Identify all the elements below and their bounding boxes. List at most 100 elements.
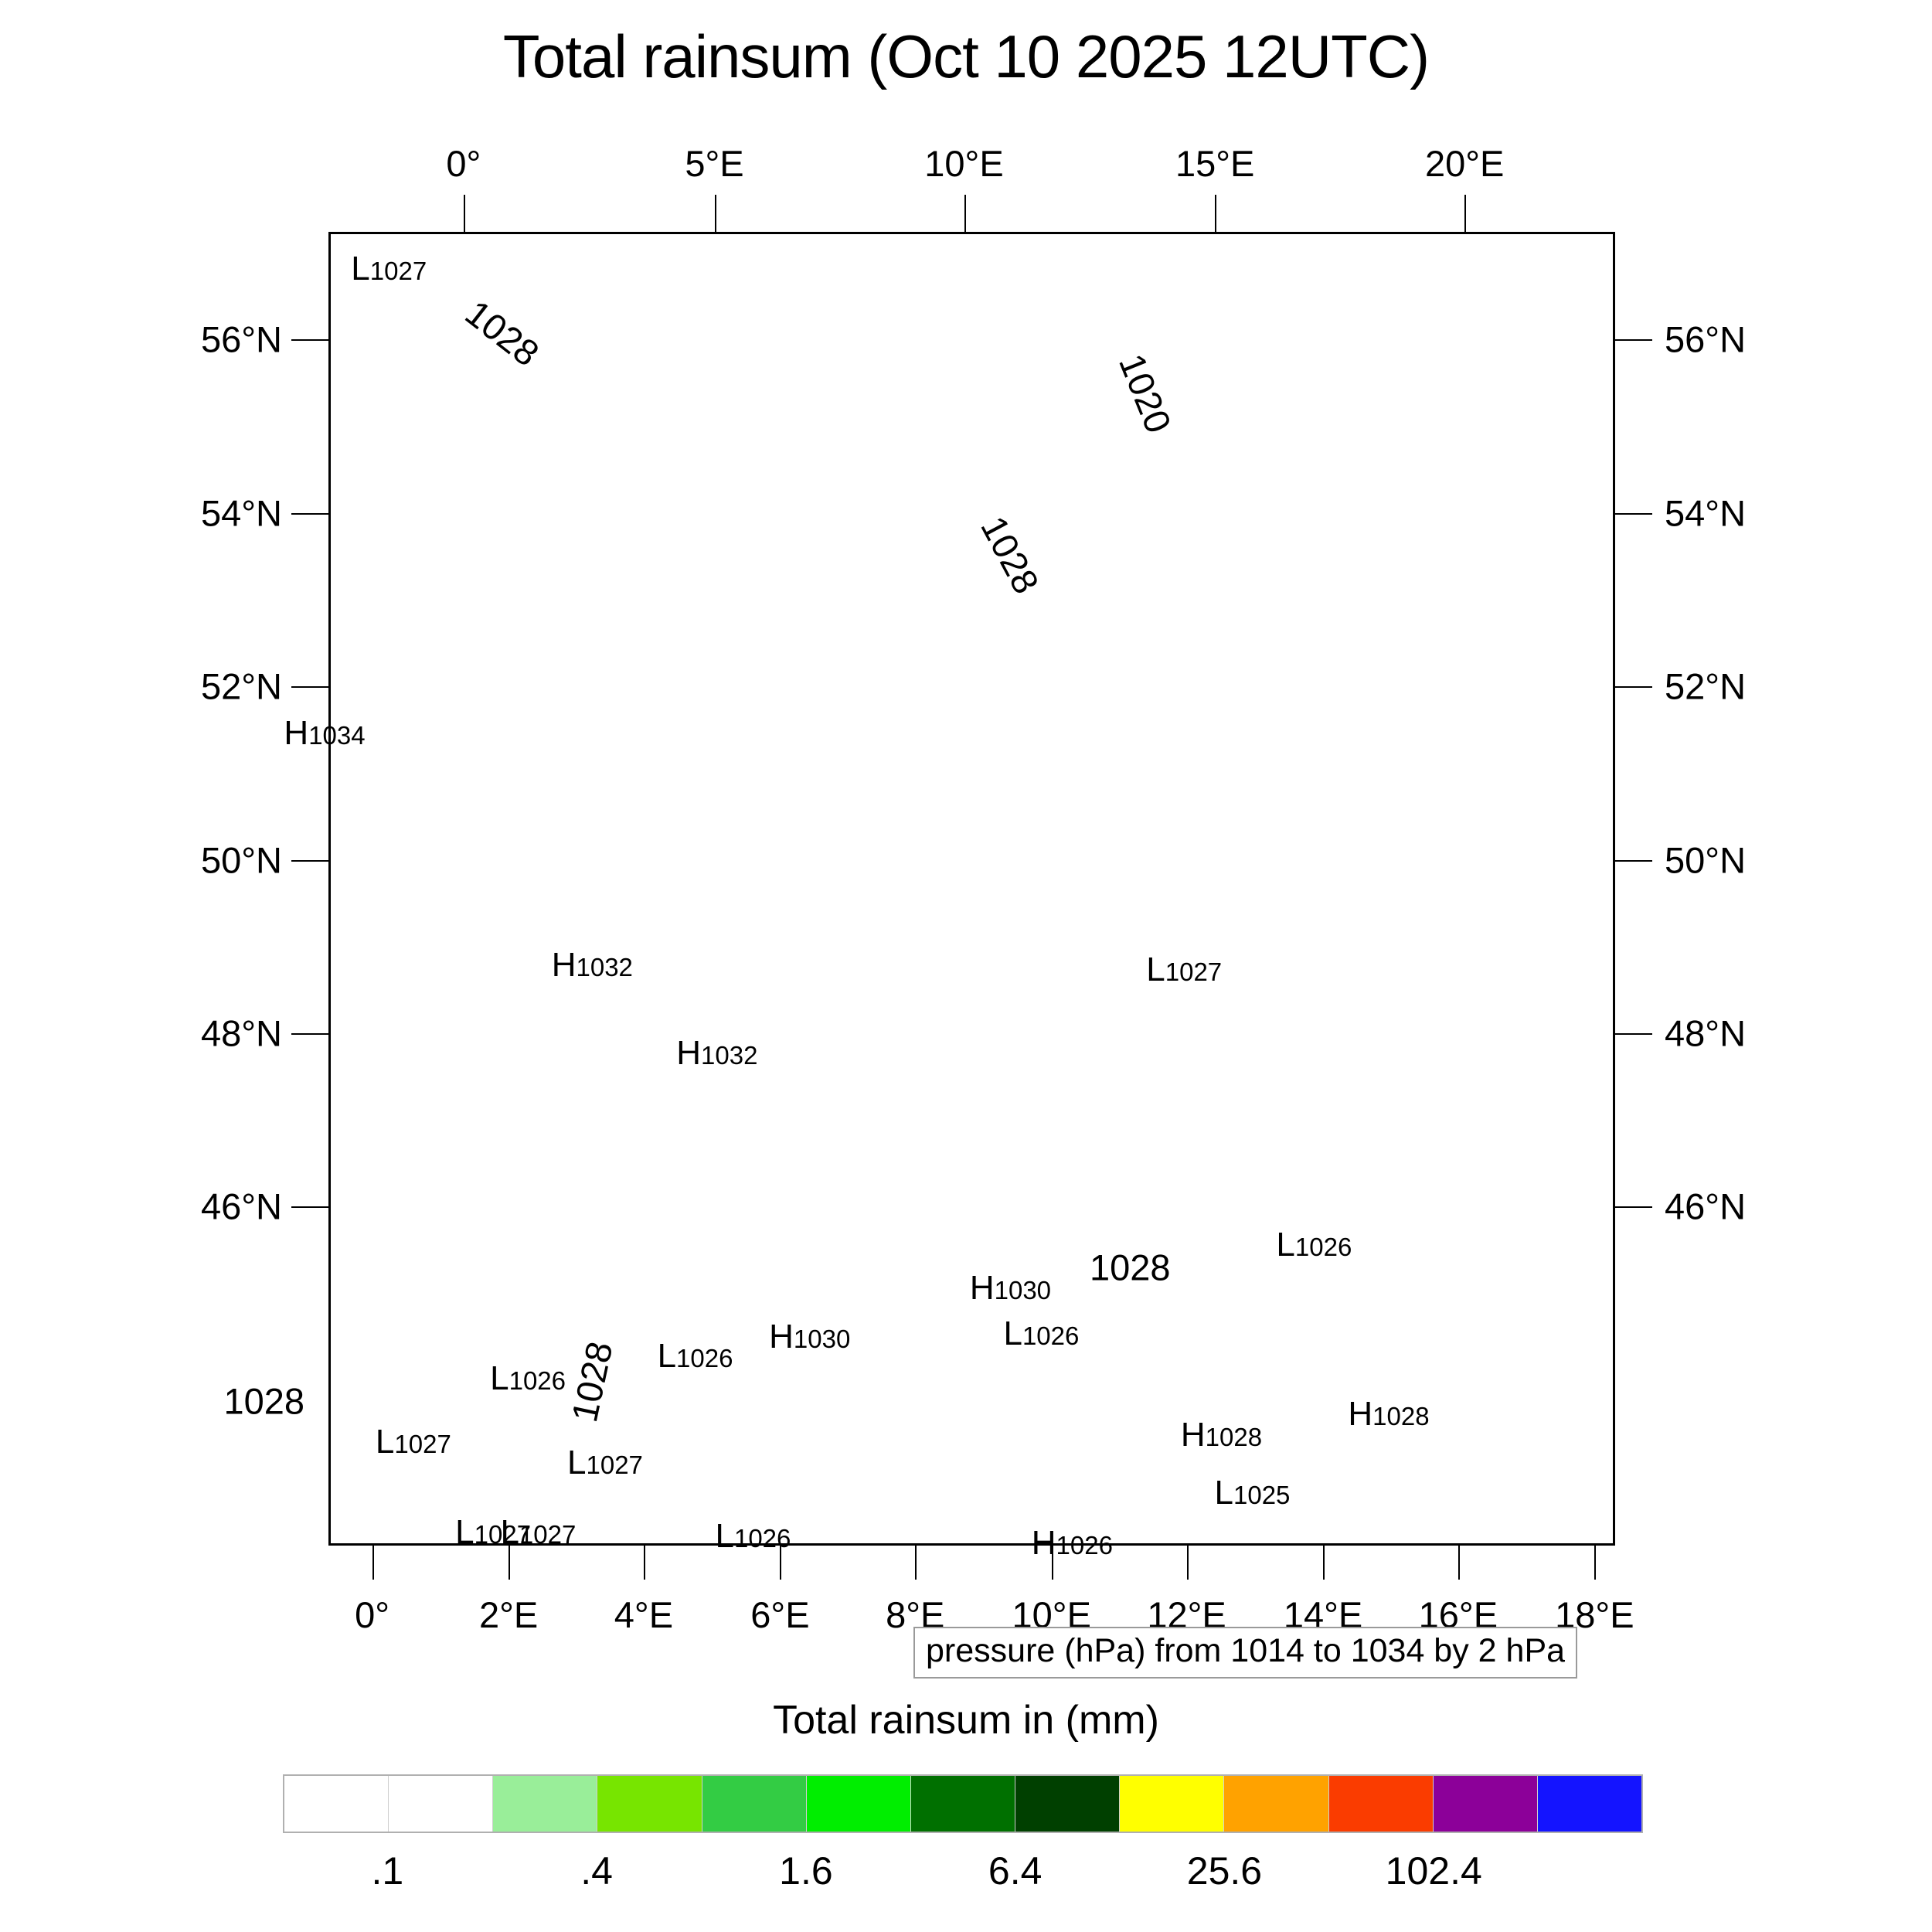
colorbar-segment-6[interactable] — [910, 1776, 1016, 1832]
extremum-type: L — [490, 1359, 509, 1398]
colorbar-tick-.4: .4 — [580, 1849, 613, 1893]
colorbar-segment-0[interactable] — [284, 1776, 389, 1832]
extremum-type: L — [375, 1422, 395, 1461]
pressure-extremum-h-6: H1030 — [964, 1268, 1056, 1308]
pressure-extremum-l-17: L1027 — [500, 1515, 576, 1549]
extremum-value: 1027 — [519, 1520, 577, 1549]
axis-tick — [964, 195, 966, 232]
colorbar-segment-12[interactable] — [1537, 1776, 1642, 1832]
axis-tick — [1215, 195, 1217, 232]
top-axis-label-2: 10°E — [924, 143, 1004, 184]
extremum-value: 1025 — [1233, 1481, 1291, 1509]
pressure-extremum-h-3: H1032 — [676, 1036, 757, 1070]
left-axis-label-2: 52°N — [200, 665, 282, 707]
right-axis-label-0: 56°N — [1665, 318, 1747, 360]
top-axis-label-1: 5°E — [685, 143, 744, 184]
right-axis-label-5: 46°N — [1665, 1185, 1747, 1227]
extremum-type: H — [769, 1317, 794, 1355]
weather-map-canvas — [331, 234, 1613, 1543]
bottom-axis-label-1: 2°E — [478, 1594, 539, 1635]
colorbar-segment-4[interactable] — [702, 1776, 807, 1832]
extremum-type: L — [1214, 1474, 1233, 1512]
colorbar-segment-11[interactable] — [1433, 1776, 1538, 1832]
top-axis-label-3: 15°E — [1175, 143, 1255, 184]
left-axis-label-5: 46°N — [200, 1185, 282, 1227]
pressure-extremum-h-14: H1028 — [1343, 1395, 1434, 1434]
extremum-type: H — [1348, 1395, 1373, 1433]
right-axis-label-3: 50°N — [1665, 839, 1747, 881]
left-axis-label-3: 50°N — [200, 839, 282, 881]
axis-tick — [915, 1546, 917, 1580]
page-title: Total rainsum (Oct 10 2025 12UTC) — [502, 22, 1430, 90]
colorbar-segment-2[interactable] — [493, 1776, 598, 1832]
map-panel[interactable]: L1027 H1034 H1032 H1032 L1027 L1026 H1030 H1030… — [217, 232, 1615, 1560]
pressure-extremum-h-1: H1034 — [284, 716, 365, 750]
colorbar-segment-1[interactable] — [389, 1776, 494, 1832]
axis-tick — [372, 1546, 374, 1580]
pressure-legend-note: pressure (hPa) from 1014 to 1034 by 2 hP… — [913, 1627, 1578, 1679]
axis-tick — [1615, 512, 1652, 515]
axis-tick — [291, 339, 328, 342]
pressure-extremum-l-4: L1027 — [1146, 953, 1222, 987]
pressure-extremum-h-2: H1032 — [552, 947, 633, 982]
right-axis-label-2: 52°N — [1665, 665, 1747, 707]
colorbar-segment-9[interactable] — [1224, 1776, 1329, 1832]
pressure-extremum-h-19: H1026 — [1032, 1526, 1113, 1560]
pressure-extremum-h-7: H1030 — [769, 1317, 850, 1355]
bottom-axis-label-0: 0° — [355, 1594, 390, 1635]
axis-tick — [1464, 195, 1467, 232]
bottom-axis-label-3: 6°E — [750, 1594, 810, 1635]
axis-tick — [291, 1206, 328, 1209]
colorbar[interactable] — [283, 1774, 1643, 1833]
extremum-type: L — [351, 249, 370, 287]
pressure-extremum-l-8: L1026 — [998, 1315, 1084, 1354]
colorbar-segment-7[interactable] — [1015, 1776, 1121, 1832]
colorbar-segment-8[interactable] — [1120, 1776, 1225, 1832]
bottom-axis-label-2: 4°E — [614, 1594, 674, 1635]
colorbar-tick-25.6: 25.6 — [1186, 1849, 1263, 1893]
extremum-value: 1026 — [509, 1366, 566, 1396]
extremum-type: L — [1003, 1315, 1022, 1353]
extremum-value: 1032 — [576, 952, 633, 981]
extremum-type: L — [657, 1337, 677, 1376]
pressure-extremum-h-13: H1028 — [1175, 1416, 1267, 1455]
isobar-label-1028-3: 1028 — [1083, 1246, 1177, 1288]
colorbar-tick-102.4: 102.4 — [1385, 1849, 1482, 1893]
axis-tick — [1051, 1546, 1053, 1580]
colorbar-segment-5[interactable] — [806, 1776, 911, 1832]
extremum-type: L — [1146, 951, 1165, 989]
axis-tick — [1186, 1546, 1189, 1580]
pressure-extremum-l-12: L1027 — [567, 1443, 643, 1481]
extremum-type: L — [455, 1513, 474, 1551]
extremum-value: 1030 — [994, 1275, 1052, 1304]
colorbar-segment-3[interactable] — [597, 1776, 702, 1832]
axis-tick — [1615, 1033, 1652, 1035]
map-frame — [328, 232, 1615, 1546]
pressure-extremum-l-15: L1025 — [1209, 1474, 1295, 1512]
extremum-type: H — [676, 1033, 702, 1072]
extremum-value: 1027 — [1165, 957, 1223, 987]
left-axis-label-4: 48°N — [200, 1012, 282, 1054]
left-axis-label-1: 54°N — [200, 492, 282, 534]
right-axis-label-1: 54°N — [1665, 492, 1747, 534]
top-axis-label-0: 0° — [446, 143, 481, 184]
extremum-value: 1027 — [474, 1520, 532, 1549]
extremum-value: 1028 — [1372, 1402, 1430, 1430]
extremum-type: L — [567, 1443, 587, 1481]
axis-tick — [291, 686, 328, 689]
left-axis-label-0: 56°N — [200, 318, 282, 360]
axis-tick — [1615, 686, 1652, 689]
colorbar-segment-10[interactable] — [1328, 1776, 1434, 1832]
extremum-value: 1034 — [308, 721, 366, 750]
extremum-value: 1027 — [369, 256, 427, 285]
axis-tick — [714, 195, 716, 232]
axis-tick — [1615, 859, 1652, 862]
extremum-value: 1027 — [586, 1450, 643, 1479]
top-axis-label-4: 20°E — [1424, 143, 1505, 184]
pressure-extremum-l-11: L1027 — [375, 1422, 451, 1461]
pressure-extremum-l-5: L1026 — [1271, 1225, 1357, 1264]
axis-tick — [1323, 1546, 1325, 1580]
colorbar-title: Total rainsum in (mm) — [773, 1698, 1159, 1743]
pressure-extremum-l-0: L1027 — [351, 249, 427, 287]
pressure-extremum-l-10: L1026 — [490, 1362, 566, 1396]
